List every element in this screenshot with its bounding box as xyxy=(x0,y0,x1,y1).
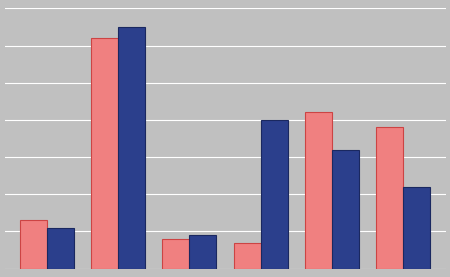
Bar xyxy=(189,235,216,269)
Bar xyxy=(234,243,261,269)
Bar xyxy=(47,228,74,269)
Bar xyxy=(305,112,332,269)
Bar xyxy=(162,239,189,269)
Bar xyxy=(403,187,430,269)
Bar xyxy=(20,220,47,269)
Bar xyxy=(118,27,145,269)
Bar xyxy=(376,127,403,269)
Bar xyxy=(332,150,359,269)
Bar xyxy=(91,38,118,269)
Bar xyxy=(261,120,288,269)
